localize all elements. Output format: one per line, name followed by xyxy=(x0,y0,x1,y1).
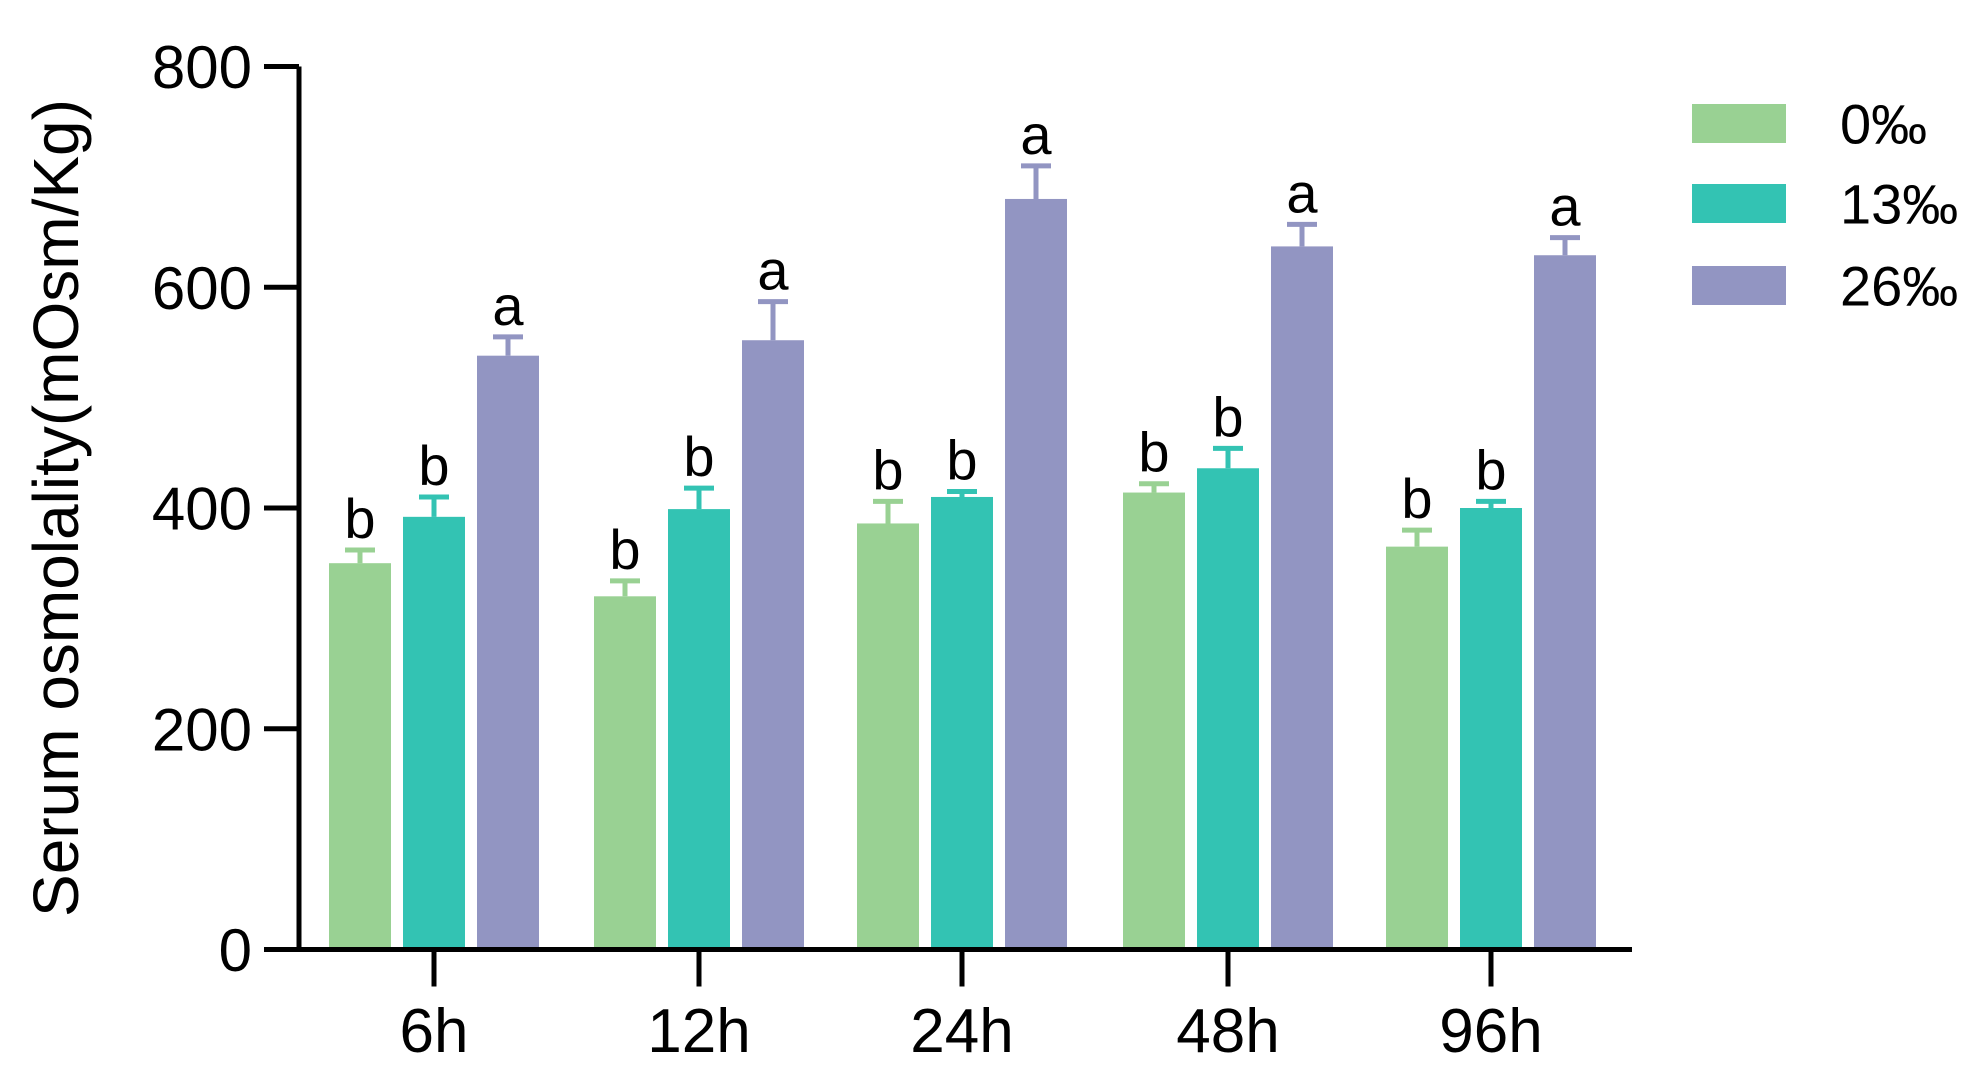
bar xyxy=(857,523,919,947)
bar xyxy=(742,340,804,948)
bar xyxy=(668,509,730,947)
bar xyxy=(594,596,656,947)
error-bar xyxy=(345,547,375,564)
bar xyxy=(1386,546,1448,947)
error-bars-layer xyxy=(345,163,1580,597)
y-axis-title-layer: Serum osmolality(mOsm/Kg) xyxy=(20,99,92,917)
bar xyxy=(329,563,391,947)
sig-letter: b xyxy=(344,487,375,550)
bar xyxy=(1534,255,1596,947)
sig-letter: b xyxy=(1475,438,1506,501)
sig-letter: a xyxy=(757,239,789,302)
sig-letter: a xyxy=(1020,103,1052,166)
x-category-label: 12h xyxy=(647,997,750,1066)
legend-label: 13‰ xyxy=(1840,173,1958,236)
bar xyxy=(931,496,993,947)
legend-swatch xyxy=(1692,104,1786,143)
bars-layer xyxy=(329,198,1596,948)
x-category-label: 24h xyxy=(910,997,1013,1066)
bar xyxy=(477,355,539,947)
error-bar xyxy=(758,299,788,341)
x-category-label: 6h xyxy=(400,997,469,1066)
bar xyxy=(403,516,465,947)
y-tick-label: 0 xyxy=(219,917,252,984)
bar xyxy=(1123,492,1185,947)
sig-letter: b xyxy=(1212,385,1243,448)
error-bar xyxy=(1021,163,1051,199)
legend-swatch xyxy=(1692,266,1786,305)
error-bar xyxy=(610,578,640,597)
y-tick-label: 200 xyxy=(152,696,252,763)
error-bar xyxy=(684,485,714,510)
error-bar xyxy=(1476,498,1506,508)
sig-letter: b xyxy=(683,425,714,488)
error-bar xyxy=(947,488,977,497)
error-bar xyxy=(1287,221,1317,247)
error-bar xyxy=(1139,481,1169,493)
y-tick-label: 800 xyxy=(152,34,252,101)
sig-letter: b xyxy=(872,438,903,501)
sig-letter: b xyxy=(1138,421,1169,484)
x-category-label: 96h xyxy=(1439,997,1542,1066)
tick-labels-layer: 0 200 400 600 800 6h 12h 24h 48h 96h xyxy=(152,34,1543,1066)
y-tick-label: 400 xyxy=(152,476,252,543)
y-axis-title: Serum osmolality(mOsm/Kg) xyxy=(20,99,92,917)
sig-letter: b xyxy=(609,518,640,581)
legend: 0‰ 13‰ 26‰ xyxy=(1692,93,1958,318)
bar xyxy=(1460,508,1522,947)
error-bar xyxy=(1213,445,1243,469)
error-bar xyxy=(1550,235,1580,256)
error-bar xyxy=(1402,527,1432,547)
sig-letter: b xyxy=(946,428,977,491)
bar xyxy=(1005,198,1067,947)
sig-letter: b xyxy=(1401,467,1432,530)
y-tick-label: 600 xyxy=(152,255,252,322)
bar xyxy=(1271,246,1333,947)
bar xyxy=(1197,468,1259,947)
legend-swatch xyxy=(1692,184,1786,223)
error-bar xyxy=(873,498,903,524)
sig-letter: a xyxy=(1286,161,1318,224)
sig-letter: a xyxy=(1549,175,1581,238)
error-bar xyxy=(493,334,523,356)
legend-label: 0‰ xyxy=(1840,93,1927,156)
error-bar xyxy=(419,494,449,517)
sig-letter: b xyxy=(418,434,449,497)
sig-letter: a xyxy=(492,274,524,337)
legend-label: 26‰ xyxy=(1840,255,1958,318)
x-category-label: 48h xyxy=(1176,997,1279,1066)
axes-layer xyxy=(264,64,1632,987)
